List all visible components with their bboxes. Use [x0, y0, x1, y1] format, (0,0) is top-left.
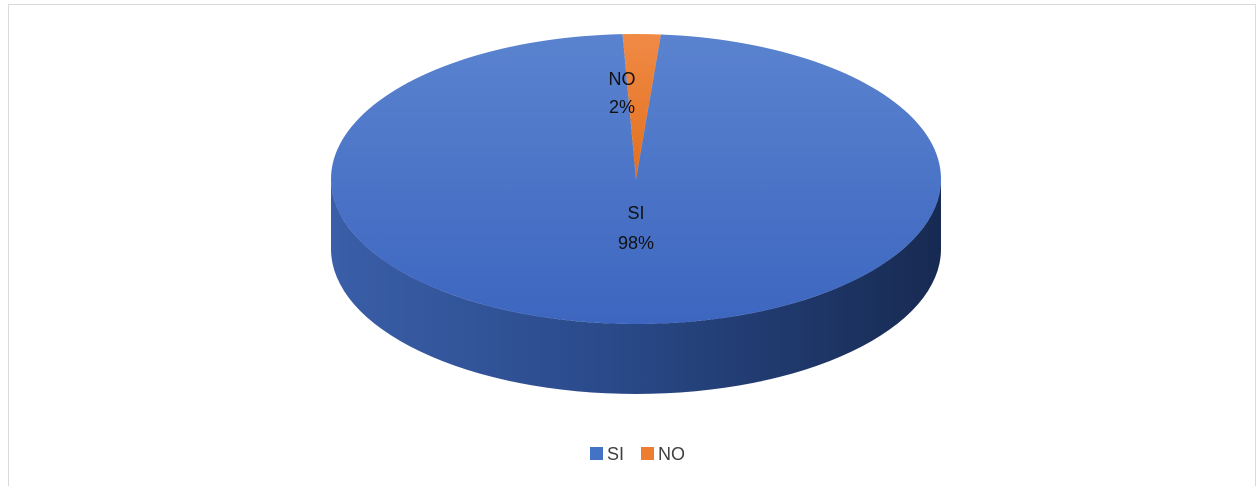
data-label-si-category: SI — [627, 203, 644, 223]
legend-swatch-no — [641, 447, 654, 460]
legend: SI NO — [590, 444, 685, 464]
pie-group: NO 2% SI 98% — [330, 33, 941, 394]
data-label-no-category: NO — [609, 69, 636, 89]
data-label-no-percent: 2% — [609, 97, 635, 117]
legend-swatch-si — [590, 447, 603, 460]
pie-slice-no — [622, 33, 661, 179]
legend-label-si: SI — [607, 444, 624, 464]
chart-area: NO 2% SI 98% SI NO — [8, 4, 1256, 486]
pie-chart: NO 2% SI 98% SI NO — [330, 33, 941, 464]
data-label-si-percent: 98% — [618, 233, 654, 253]
legend-label-no: NO — [658, 444, 685, 464]
pie-side-wall — [331, 179, 941, 394]
pie-slice-si — [330, 34, 941, 324]
